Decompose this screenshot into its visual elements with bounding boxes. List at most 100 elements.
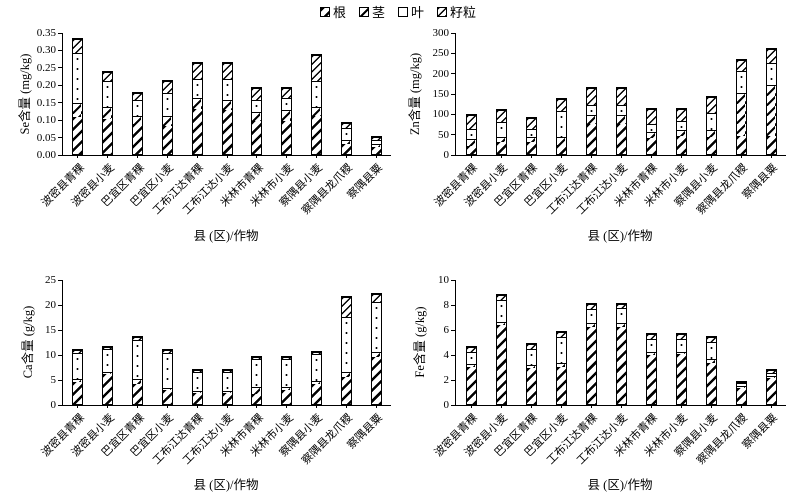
bar-segment-grain: [526, 344, 536, 349]
y-tick-label: 100: [432, 108, 450, 121]
bar-segment-root: [311, 115, 321, 154]
bar-segment-stem: [556, 136, 566, 146]
bar-segment-stem: [282, 110, 292, 121]
bar-segment-root: [341, 143, 351, 154]
fe-y-axis-label: Fe含量 (g/kg): [413, 306, 427, 378]
bar-segment-stem: [676, 129, 686, 136]
stacked-bar-fe: [675, 333, 687, 405]
bar-segment-grain: [706, 97, 716, 114]
stacked-bar-se: [72, 37, 84, 155]
bar-segment-leaf: [341, 127, 351, 141]
bar-segment-stem: [466, 364, 476, 367]
ca-x-axis-title: 县 (区)/作物: [193, 478, 259, 492]
stacked-bar-ca: [221, 369, 233, 405]
bar-segment-grain: [282, 87, 292, 99]
bar-segment-root: [311, 384, 321, 404]
bar-segment-stem: [192, 390, 202, 393]
bar-segment-grain: [676, 109, 686, 122]
bar-segment-grain: [556, 331, 566, 337]
x-tick: [650, 155, 652, 158]
bar-segment-leaf: [706, 113, 716, 130]
stacked-bar-se: [221, 62, 233, 155]
bar-segment-stem: [192, 98, 202, 109]
y-tick-label: 15: [45, 324, 56, 336]
x-tick: [770, 405, 772, 408]
bar-segment-leaf: [646, 339, 656, 352]
x-tick: [710, 405, 712, 408]
x-tick: [680, 405, 682, 408]
stacked-bar-fe: [705, 335, 717, 405]
bar-segment-leaf: [736, 383, 746, 386]
bar-segment-leaf: [133, 340, 143, 379]
se-y-axis-label: Se含量 (mg/kg): [18, 53, 32, 135]
x-tick: [590, 405, 592, 408]
y-tick: [58, 304, 62, 306]
y-tick: [58, 154, 62, 156]
bar-segment-leaf: [556, 336, 566, 363]
bar-segment-stem: [706, 359, 716, 363]
bar-segment-root: [222, 393, 232, 404]
stacked-bar-fe: [645, 333, 657, 405]
bar-segment-leaf: [73, 353, 83, 379]
stacked-bar-ca: [132, 336, 144, 405]
bar-segment-stem: [586, 322, 596, 327]
x-tick: [315, 405, 317, 408]
legend-item-leaf: 叶: [398, 2, 424, 21]
x-tick: [256, 405, 258, 408]
bar-segment-leaf: [526, 349, 536, 366]
bar-segment-grain: [496, 110, 506, 123]
x-tick: [620, 405, 622, 408]
x-tick: [375, 405, 377, 408]
bar-segment-stem: [133, 379, 143, 384]
bar-segment-leaf: [466, 351, 476, 364]
bar-segment-stem: [371, 351, 381, 357]
bar-segment-root: [162, 126, 172, 154]
y-tick: [451, 134, 455, 136]
y-tick: [58, 49, 62, 51]
x-tick: [226, 155, 228, 158]
x-tick: [740, 405, 742, 408]
bar-segment-leaf: [311, 354, 321, 381]
y-tick-label: 250: [432, 47, 450, 60]
x-tick: [500, 405, 502, 408]
legend-label-grain: 籽粒: [450, 5, 477, 20]
y-tick: [451, 329, 455, 331]
y-tick-label: 0.00: [36, 149, 56, 161]
bar-segment-root: [586, 123, 596, 154]
x-tick: [560, 155, 562, 158]
bar-segment-stem: [496, 321, 506, 326]
stacked-bar-zn: [675, 108, 687, 155]
y-tick-label: 2: [443, 374, 450, 386]
bar-segment-grain: [311, 54, 321, 81]
bar-segment-grain: [222, 63, 232, 80]
bar-segment-stem: [162, 387, 172, 390]
leaf-hatch-swatch-icon: [398, 6, 408, 17]
bar-segment-root: [706, 362, 716, 404]
x-tick: [137, 405, 139, 408]
bar-segment-stem: [616, 115, 626, 124]
stacked-bar-ca: [370, 293, 382, 405]
bar-segment-leaf: [496, 122, 506, 137]
y-tick: [451, 154, 455, 156]
x-tick: [77, 405, 79, 408]
y-tick: [451, 93, 455, 95]
y-tick: [451, 52, 455, 54]
stacked-bar-fe: [495, 294, 507, 405]
bar-segment-leaf: [103, 349, 113, 372]
bar-segment-stem: [133, 115, 143, 125]
stacked-bar-se: [102, 71, 114, 155]
y-tick-label: 6: [443, 324, 450, 336]
x-tick: [256, 155, 258, 158]
bar-segment-root: [466, 366, 476, 404]
bar-segment-grain: [192, 63, 202, 80]
bar-segment-stem: [222, 390, 232, 393]
bar-segment-grain: [282, 356, 292, 359]
x-tick: [286, 405, 288, 408]
bar-segment-root: [252, 120, 262, 154]
bar-segment-leaf: [676, 339, 686, 352]
bar-segment-stem: [646, 351, 656, 356]
bar-segment-grain: [466, 115, 476, 129]
bar-segment-root: [73, 117, 83, 154]
y-tick-label: 0: [443, 399, 450, 411]
bar-segment-leaf: [222, 79, 232, 100]
